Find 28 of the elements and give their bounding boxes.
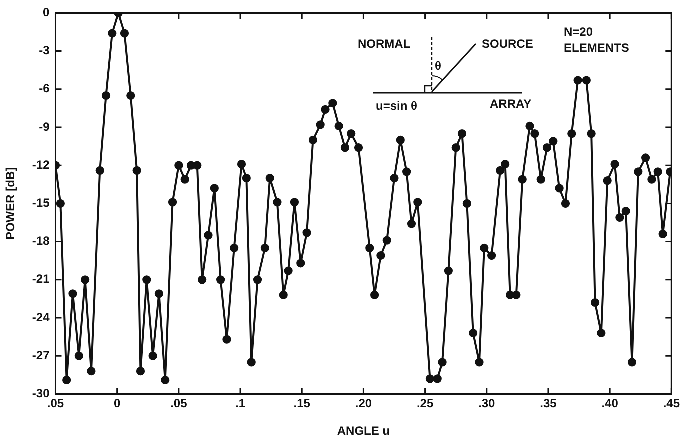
annotation: SOURCE (482, 37, 534, 51)
annotation: ARRAY (490, 97, 532, 111)
y-tick-label: -12 (32, 158, 50, 172)
y-tick-label: -15 (32, 196, 50, 210)
x-tick-label: .20 (355, 396, 372, 411)
x-tick-label: .30 (478, 396, 496, 411)
y-tick-label: -18 (32, 234, 50, 248)
y-tick-label: 0 (43, 6, 50, 20)
y-tick-label: -21 (32, 272, 50, 286)
annotation: u=sin θ (376, 99, 418, 113)
y-tick-label: -24 (32, 310, 50, 324)
annotation: NORMAL (358, 37, 411, 51)
x-tick-label: .45 (663, 396, 680, 411)
y-tick-label: -6 (39, 82, 50, 96)
y-tick-label: -3 (39, 44, 50, 58)
x-tick-label: 0 (114, 396, 121, 411)
x-tick-label: .1 (236, 396, 246, 411)
x-axis-title: ANGLE u (337, 424, 390, 438)
x-tick-label: .40 (602, 396, 619, 411)
annotation: θ (435, 59, 442, 73)
y-tick-label: -9 (39, 120, 50, 134)
x-tick-label: .15 (294, 396, 311, 411)
annotation: N=20 ELEMENTS (564, 24, 630, 56)
x-tick-label: .05 (170, 396, 188, 411)
x-tick-label: .25 (416, 396, 434, 411)
y-tick-label: -27 (32, 348, 50, 362)
y-axis-title: POWER [dB] (4, 167, 18, 240)
x-tick-label: .35 (540, 396, 558, 411)
